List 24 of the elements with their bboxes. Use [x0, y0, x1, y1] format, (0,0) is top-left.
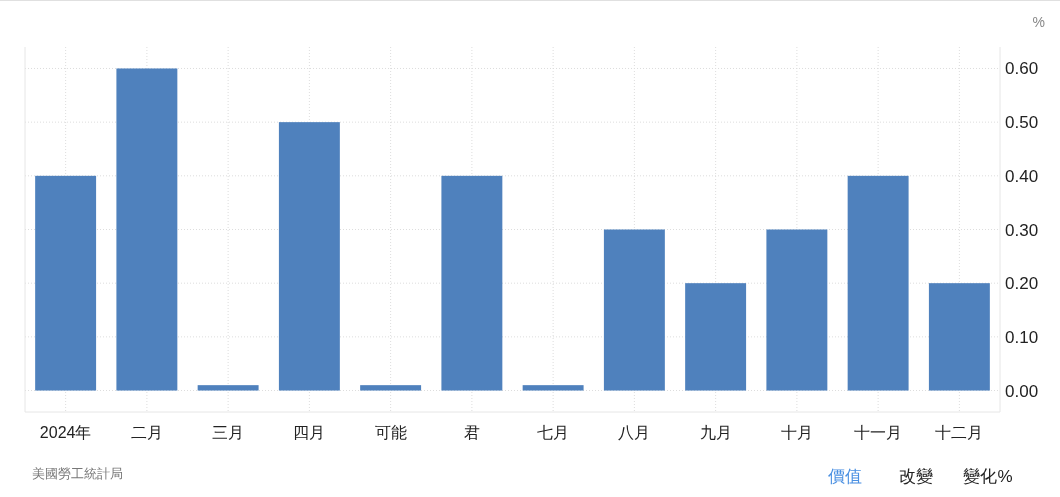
x-tick-label: 十一月	[854, 424, 903, 441]
x-tick-label: 2024年	[39, 424, 92, 441]
x-tick-label: 可能	[374, 424, 407, 441]
x-tick-label: 二月	[130, 424, 163, 441]
y-axis-title: %	[1032, 14, 1045, 30]
y-tick-label: 0.30	[1005, 220, 1039, 240]
text: 變化%	[963, 467, 1013, 486]
y-tick-label: 0.50	[1005, 113, 1039, 133]
text: 美國勞工統計局	[32, 466, 123, 481]
text: 價值	[828, 467, 862, 486]
x-tick-label: 十月	[780, 424, 813, 441]
x-tick-label: 三月	[212, 424, 245, 441]
y-tick-label: 0.20	[1005, 274, 1039, 294]
x-tick-label: 十二月	[935, 424, 984, 441]
x-tick-label: 四月	[293, 424, 326, 441]
x-tick-label: 八月	[618, 424, 651, 441]
y-tick-label: 0.40	[1005, 166, 1039, 186]
text: 改變	[899, 467, 933, 486]
y-tick-label: 0.00	[1005, 381, 1039, 401]
y-tick-label: 0.60	[1005, 59, 1039, 79]
x-tick-label: 九月	[699, 424, 732, 441]
x-tick-label: 七月	[537, 424, 570, 441]
x-tick-label: 君	[463, 424, 480, 441]
y-tick-label: 0.10	[1005, 327, 1039, 347]
